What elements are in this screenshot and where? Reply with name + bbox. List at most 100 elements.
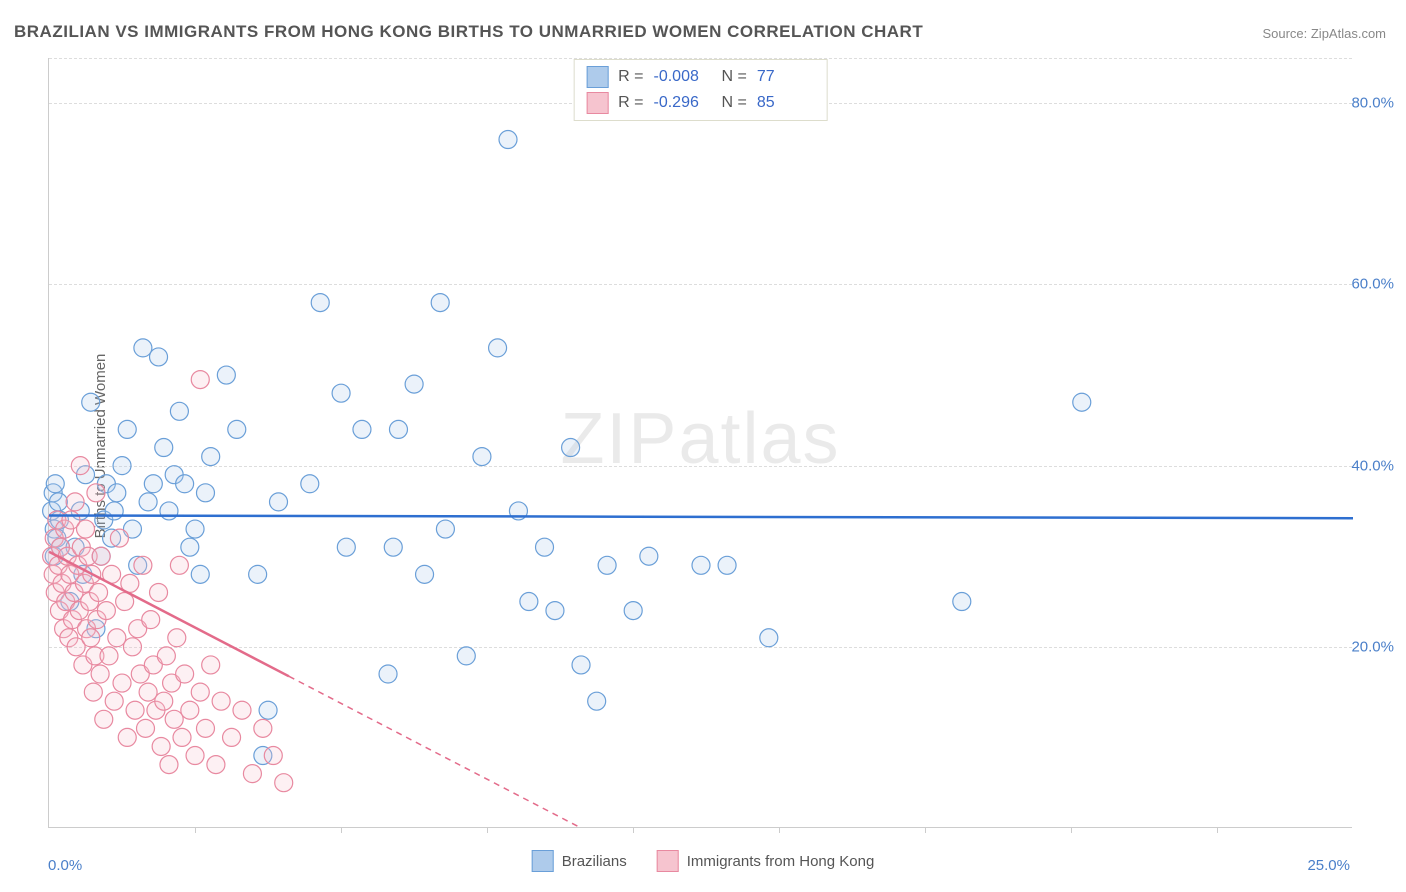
- data-point: [46, 475, 64, 493]
- data-point: [95, 710, 113, 728]
- data-point: [84, 683, 102, 701]
- r-label: R =: [618, 94, 643, 112]
- data-point: [134, 339, 152, 357]
- data-point: [202, 656, 220, 674]
- data-point: [191, 683, 209, 701]
- data-point: [181, 701, 199, 719]
- data-point: [71, 457, 89, 475]
- data-point: [134, 556, 152, 574]
- data-point: [136, 719, 154, 737]
- data-point: [233, 701, 251, 719]
- data-point: [168, 629, 186, 647]
- data-point: [91, 665, 109, 683]
- x-axis-min-label: 0.0%: [48, 857, 82, 874]
- trend-line: [49, 515, 1353, 518]
- data-point: [139, 493, 157, 511]
- data-point: [92, 547, 110, 565]
- r-label: R =: [618, 68, 643, 86]
- data-point: [77, 520, 95, 538]
- data-point: [170, 556, 188, 574]
- data-point: [139, 683, 157, 701]
- plot-area: ZIPatlas R = -0.008 N = 77 R = -0.296 N …: [48, 58, 1352, 828]
- stats-row-hongkong: R = -0.296 N = 85: [586, 90, 815, 116]
- chart-title: BRAZILIAN VS IMMIGRANTS FROM HONG KONG B…: [14, 22, 923, 42]
- swatch-icon: [586, 66, 608, 88]
- swatch-icon: [586, 92, 608, 114]
- data-point: [202, 448, 220, 466]
- data-point: [353, 420, 371, 438]
- data-point: [473, 448, 491, 466]
- n-label: N =: [722, 68, 747, 86]
- data-point: [692, 556, 710, 574]
- data-point: [181, 538, 199, 556]
- data-point: [186, 747, 204, 765]
- trend-line-extrapolated: [289, 676, 581, 828]
- data-point: [588, 692, 606, 710]
- data-point: [105, 692, 123, 710]
- swatch-icon: [657, 850, 679, 872]
- data-point: [196, 484, 214, 502]
- data-point: [152, 737, 170, 755]
- data-point: [301, 475, 319, 493]
- data-point: [150, 583, 168, 601]
- y-tick-label: 80.0%: [1351, 95, 1394, 112]
- data-point: [191, 565, 209, 583]
- data-point: [108, 629, 126, 647]
- data-point: [332, 384, 350, 402]
- n-value: 85: [757, 94, 815, 112]
- data-point: [155, 439, 173, 457]
- data-point: [254, 719, 272, 737]
- data-point: [173, 728, 191, 746]
- data-point: [176, 665, 194, 683]
- data-point: [170, 402, 188, 420]
- data-point: [212, 692, 230, 710]
- data-point: [499, 131, 517, 149]
- data-point: [598, 556, 616, 574]
- data-point: [953, 593, 971, 611]
- data-point: [157, 647, 175, 665]
- data-point: [100, 647, 118, 665]
- data-point: [243, 765, 261, 783]
- data-point: [546, 602, 564, 620]
- data-point: [126, 701, 144, 719]
- data-point: [82, 393, 100, 411]
- r-value: -0.296: [654, 94, 712, 112]
- data-point: [108, 484, 126, 502]
- data-point: [520, 593, 538, 611]
- data-point: [259, 701, 277, 719]
- data-point: [160, 502, 178, 520]
- data-point: [640, 547, 658, 565]
- data-point: [196, 719, 214, 737]
- data-point: [431, 294, 449, 312]
- data-point: [275, 774, 293, 792]
- data-point: [144, 475, 162, 493]
- data-point: [389, 420, 407, 438]
- stats-row-brazilians: R = -0.008 N = 77: [586, 64, 815, 90]
- source-attribution: Source: ZipAtlas.com: [1262, 26, 1386, 41]
- data-point: [105, 502, 123, 520]
- data-point: [123, 638, 141, 656]
- data-point: [416, 565, 434, 583]
- data-point: [155, 692, 173, 710]
- y-tick-label: 40.0%: [1351, 457, 1394, 474]
- n-label: N =: [722, 94, 747, 112]
- data-point: [87, 484, 105, 502]
- data-point: [562, 439, 580, 457]
- data-point: [457, 647, 475, 665]
- data-point: [760, 629, 778, 647]
- legend-label: Immigrants from Hong Kong: [687, 853, 875, 870]
- data-point: [118, 728, 136, 746]
- data-point: [249, 565, 267, 583]
- data-point: [97, 602, 115, 620]
- data-point: [337, 538, 355, 556]
- data-point: [228, 420, 246, 438]
- data-point: [718, 556, 736, 574]
- data-point: [118, 420, 136, 438]
- data-point: [82, 629, 100, 647]
- data-point: [264, 747, 282, 765]
- data-point: [624, 602, 642, 620]
- data-point: [436, 520, 454, 538]
- legend-item-hongkong: Immigrants from Hong Kong: [657, 850, 875, 872]
- data-point: [207, 756, 225, 774]
- data-point: [223, 728, 241, 746]
